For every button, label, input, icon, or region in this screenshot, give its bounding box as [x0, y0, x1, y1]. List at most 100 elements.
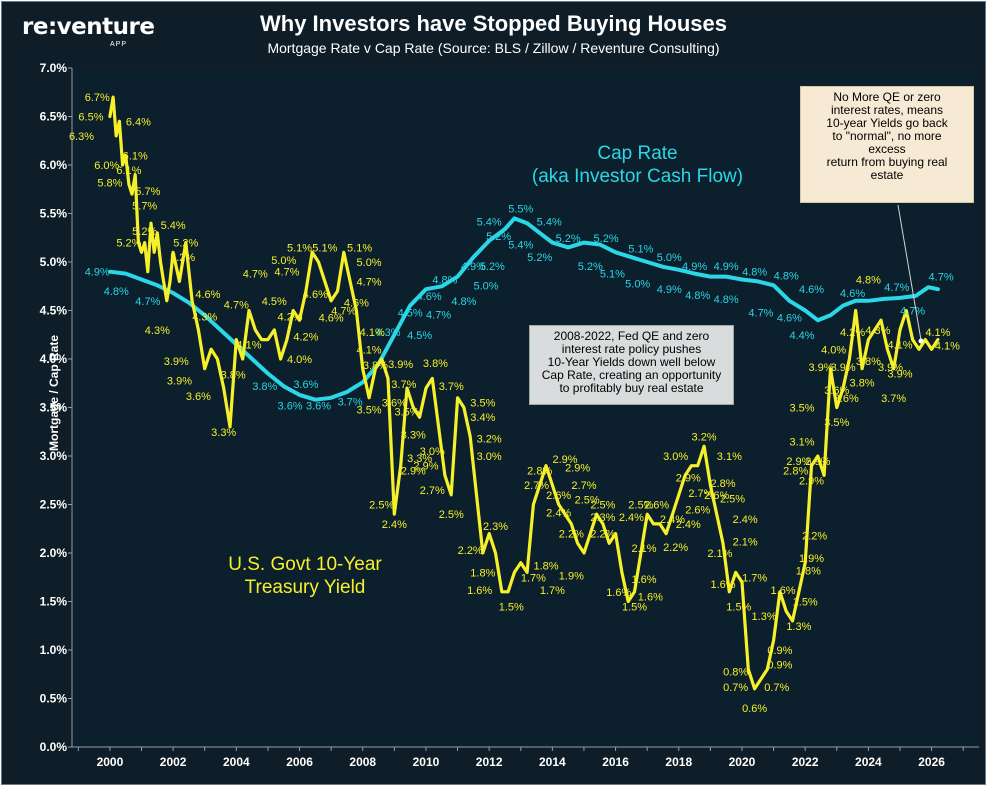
treasury-point-label: 3.2% [692, 432, 717, 444]
treasury-point-label: 3.8% [221, 370, 246, 382]
treasury-point-label: 6.4% [126, 116, 151, 128]
x-tick-label: 2026 [918, 755, 945, 769]
treasury-point-label: 2.4% [676, 519, 701, 531]
treasury-point-label: 3.2% [477, 434, 502, 446]
treasury-point-label: 1.5% [622, 601, 647, 613]
treasury-point-label: 3.8% [363, 360, 388, 372]
treasury-point-label: 3.5% [789, 403, 814, 415]
treasury-point-label: 2.9% [413, 461, 438, 473]
treasury-point-label: 4.3% [865, 325, 890, 337]
treasury-point-label: 3.0% [477, 451, 502, 463]
treasury-point-label: 2.2% [590, 529, 615, 541]
treasury-point-label: 1.5% [793, 597, 818, 609]
treasury-point-label: 2.5% [590, 500, 615, 512]
y-tick-label: 2.0% [40, 546, 68, 560]
treasury-point-label: 2.4% [733, 514, 758, 526]
cap-rate-point-label: 3.6% [293, 379, 318, 391]
treasury-point-label: 1.5% [499, 601, 524, 613]
cap-rate-point-label: 4.8% [451, 296, 476, 308]
cap-rate-point-label: 3.7% [338, 397, 363, 409]
treasury-point-label: 1.6% [771, 585, 796, 597]
cap-rate-point-label: 4.8% [685, 290, 710, 302]
annotation-box-2008-2022: 2008-2022, Fed QE and zero interest rate… [529, 325, 734, 405]
cap-rate-point-label: 4.6% [417, 291, 442, 303]
annotation-leader-dot [918, 338, 924, 344]
treasury-point-label: 1.7% [521, 572, 546, 584]
treasury-point-label: 2.1% [733, 536, 758, 548]
treasury-point-label: 4.8% [856, 274, 881, 286]
treasury-point-label: 1.6% [638, 592, 663, 604]
treasury-point-label: 2.1% [707, 548, 732, 560]
treasury-point-label: 2.9% [676, 472, 701, 484]
cap-rate-point-label: 5.2% [594, 233, 619, 245]
treasury-point-label: 2.6% [685, 504, 710, 516]
treasury-point-label: 5.2% [116, 238, 141, 250]
y-tick-label: 7.0% [40, 61, 68, 75]
treasury-point-label: 1.8% [470, 567, 495, 579]
x-tick-label: 2024 [855, 755, 882, 769]
cap-rate-line [107, 216, 940, 402]
treasury-point-label: 2.1% [631, 543, 656, 555]
treasury-point-label: 2.6% [546, 490, 571, 502]
y-tick-label: 2.5% [40, 498, 68, 512]
treasury-point-label: 5.1% [347, 242, 372, 254]
treasury-point-label: 2.2% [802, 531, 827, 543]
treasury-point-label: 2.5% [575, 495, 600, 507]
treasury-point-label: 2.8% [783, 466, 808, 478]
treasury-point-label: 1.7% [540, 585, 565, 597]
treasury-point-label: 4.7% [357, 276, 382, 288]
x-tick-label: 2006 [286, 755, 313, 769]
treasury-point-label: 2.9% [565, 463, 590, 475]
treasury-point-label: 3.3% [211, 427, 236, 439]
treasury-point-label: 1.3% [786, 621, 811, 633]
treasury-point-label: 4.1% [357, 344, 382, 356]
cap-rate-point-label: 3.6% [278, 401, 303, 413]
treasury-point-label: 2.7% [571, 480, 596, 492]
treasury-point-label: 5.4% [161, 220, 186, 232]
cap-rate-point-label: 5.4% [508, 240, 533, 252]
treasury-point-label: 6.3% [69, 131, 94, 143]
reventure-logo: re:venture [22, 14, 155, 40]
cap-rate-point-label: 4.7% [900, 306, 925, 318]
treasury-point-label: 2.5% [439, 509, 464, 521]
treasury-point-label: 2.9% [552, 454, 577, 466]
treasury-point-label: 2.9% [786, 456, 811, 468]
cap-rate-point-label: 4.5% [407, 330, 432, 342]
y-tick-label: 0.0% [40, 740, 68, 754]
cap-rate-point-label: 4.8% [432, 274, 457, 286]
treasury-point-label: 4.3% [145, 325, 170, 337]
treasury-point-label: 2.4% [619, 512, 644, 524]
y-axis-label: Mortgage / Cap Rate [47, 334, 62, 452]
treasury-point-label: 6.1% [123, 150, 148, 162]
cap-rate-point-label: 4.7% [135, 296, 160, 308]
treasury-point-label: 4.0% [287, 354, 312, 366]
treasury-point-label: 4.0% [821, 344, 846, 356]
cap-rate-point-label: 5.4% [537, 216, 562, 228]
treasury-point-label: 3.1% [789, 436, 814, 448]
cap-rate-point-label: 3.8% [252, 381, 277, 393]
treasury-point-label: 3.9% [878, 362, 903, 374]
treasury-point-label: 2.3% [590, 512, 615, 524]
cap-rate-point-label: 5.5% [508, 204, 533, 216]
treasury-series-label: U.S. Govt 10-Year Treasury Yield [228, 554, 382, 598]
y-tick-label: 6.0% [40, 158, 68, 172]
treasury-point-label: 2.5% [369, 500, 394, 512]
treasury-point-label: 5.2% [173, 238, 198, 250]
x-tick-label: 2020 [729, 755, 756, 769]
treasury-point-label: 3.4% [470, 412, 495, 424]
y-tick-label: 1.5% [40, 595, 68, 609]
treasury-point-label: 2.7% [688, 488, 713, 500]
treasury-point-label: 1.3% [752, 611, 777, 623]
treasury-point-label: 0.7% [764, 682, 789, 694]
cap-rate-point-label: 4.6% [840, 288, 865, 300]
cap-rate-point-label: 4.9% [461, 261, 486, 273]
treasury-point-label: 3.9% [808, 362, 833, 374]
treasury-point-label: 2.2% [458, 545, 483, 557]
chart-subtitle: Mortgage Rate v Cap Rate (Source: BLS / … [267, 40, 720, 56]
cap-rate-point-label: 3.6% [306, 401, 331, 413]
y-tick-label: 5.0% [40, 255, 68, 269]
cap-rate-point-label: 4.9% [85, 267, 110, 279]
treasury-point-label: 3.7% [439, 381, 464, 393]
treasury-point-label: 1.9% [559, 570, 584, 582]
